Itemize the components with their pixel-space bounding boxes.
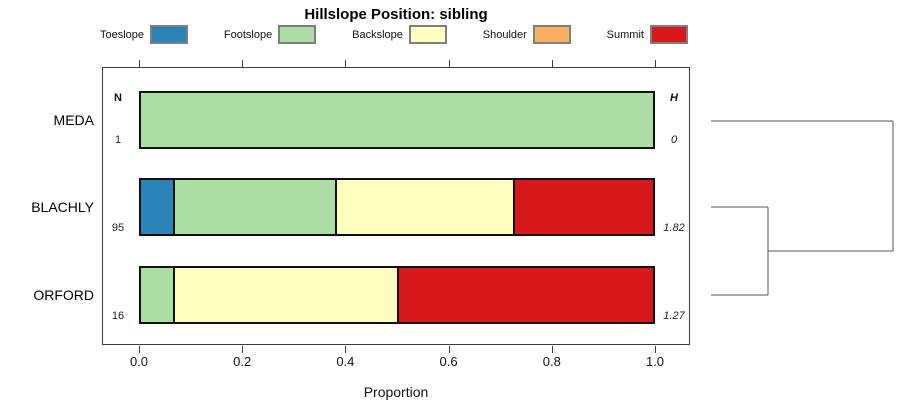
plot-area <box>102 67 690 345</box>
axis-tick-mark <box>448 60 450 67</box>
legend-swatch-footslope <box>278 25 317 44</box>
row-label-meda: MEDA <box>53 112 94 128</box>
x-axis-title: Proportion <box>363 384 429 400</box>
axis-tick-label: 0.8 <box>542 354 561 369</box>
legend-item-shoulder: Shoulder <box>483 25 571 44</box>
bar-segment-toeslope <box>141 180 174 234</box>
legend-label: Footslope <box>223 28 273 41</box>
h-column-header: H <box>670 92 678 104</box>
stacked-bar-meda <box>139 91 655 149</box>
axis-tick-label: 0.0 <box>129 354 149 369</box>
stacked-bar-orford <box>139 266 655 324</box>
axis-tick-mark <box>551 346 553 353</box>
legend-item-summit: Summit <box>607 25 688 44</box>
axis-tick-label: 0.2 <box>233 354 252 369</box>
axis-tick-mark <box>345 60 347 67</box>
bar-segment-summit <box>397 268 653 322</box>
row-label-blachly: BLACHLY <box>31 199 94 215</box>
bar-segment-footslope <box>141 93 653 147</box>
stacked-bar-blachly <box>139 178 655 236</box>
axis-tick-mark <box>551 60 553 67</box>
legend-label: Shoulder <box>482 28 527 41</box>
axis-tick-mark <box>345 346 347 353</box>
bar-segment-summit <box>512 180 653 234</box>
bar-segment-backslope <box>173 268 397 322</box>
axis-tick-label: 0.4 <box>336 354 355 369</box>
h-value-orford: 1.27 <box>663 310 685 322</box>
n-value-blachly: 95 <box>111 222 125 234</box>
legend-label: Backslope <box>352 28 403 41</box>
h-value-blachly: 1.82 <box>663 222 685 234</box>
bar-segment-footslope <box>173 180 336 234</box>
axis-tick-mark <box>139 60 140 67</box>
n-value-meda: 1 <box>114 134 122 146</box>
axis-tick-mark <box>655 60 656 67</box>
bar-segment-backslope <box>335 180 513 234</box>
bottom-axis-ticks <box>102 346 690 353</box>
row-label-orford: ORFORD <box>33 287 94 303</box>
legend-swatch-summit <box>649 25 688 44</box>
legend-item-footslope: Footslope <box>223 25 317 44</box>
legend: Toeslope Footslope Backslope Shoulder Su… <box>100 25 688 44</box>
axis-tick-label: 0.6 <box>439 354 458 369</box>
legend-swatch-shoulder <box>532 25 571 44</box>
legend-item-backslope: Backslope <box>352 25 447 44</box>
legend-label: Toeslope <box>100 28 145 41</box>
legend-item-toeslope: Toeslope <box>100 25 189 44</box>
axis-tick-mark <box>655 346 656 353</box>
axis-tick-mark <box>242 60 244 67</box>
axis-tick-mark <box>242 346 244 353</box>
axis-tick-mark <box>448 346 450 353</box>
axis-tick-label: 1.0 <box>645 354 665 369</box>
bar-segment-footslope <box>141 268 173 322</box>
h-value-meda: 0 <box>670 134 678 146</box>
legend-label: Summit <box>606 28 644 41</box>
n-column-header: N <box>114 92 122 104</box>
x-axis-tick-labels: 0.0 0.2 0.4 0.6 0.8 1.0 <box>0 354 900 370</box>
axis-tick-mark <box>139 346 140 353</box>
top-axis-ticks <box>102 60 690 67</box>
legend-swatch-backslope <box>408 25 447 44</box>
chart-title: Hillslope Position: sibling <box>304 6 488 23</box>
legend-swatch-toeslope <box>150 25 189 44</box>
n-value-orford: 16 <box>111 310 125 322</box>
